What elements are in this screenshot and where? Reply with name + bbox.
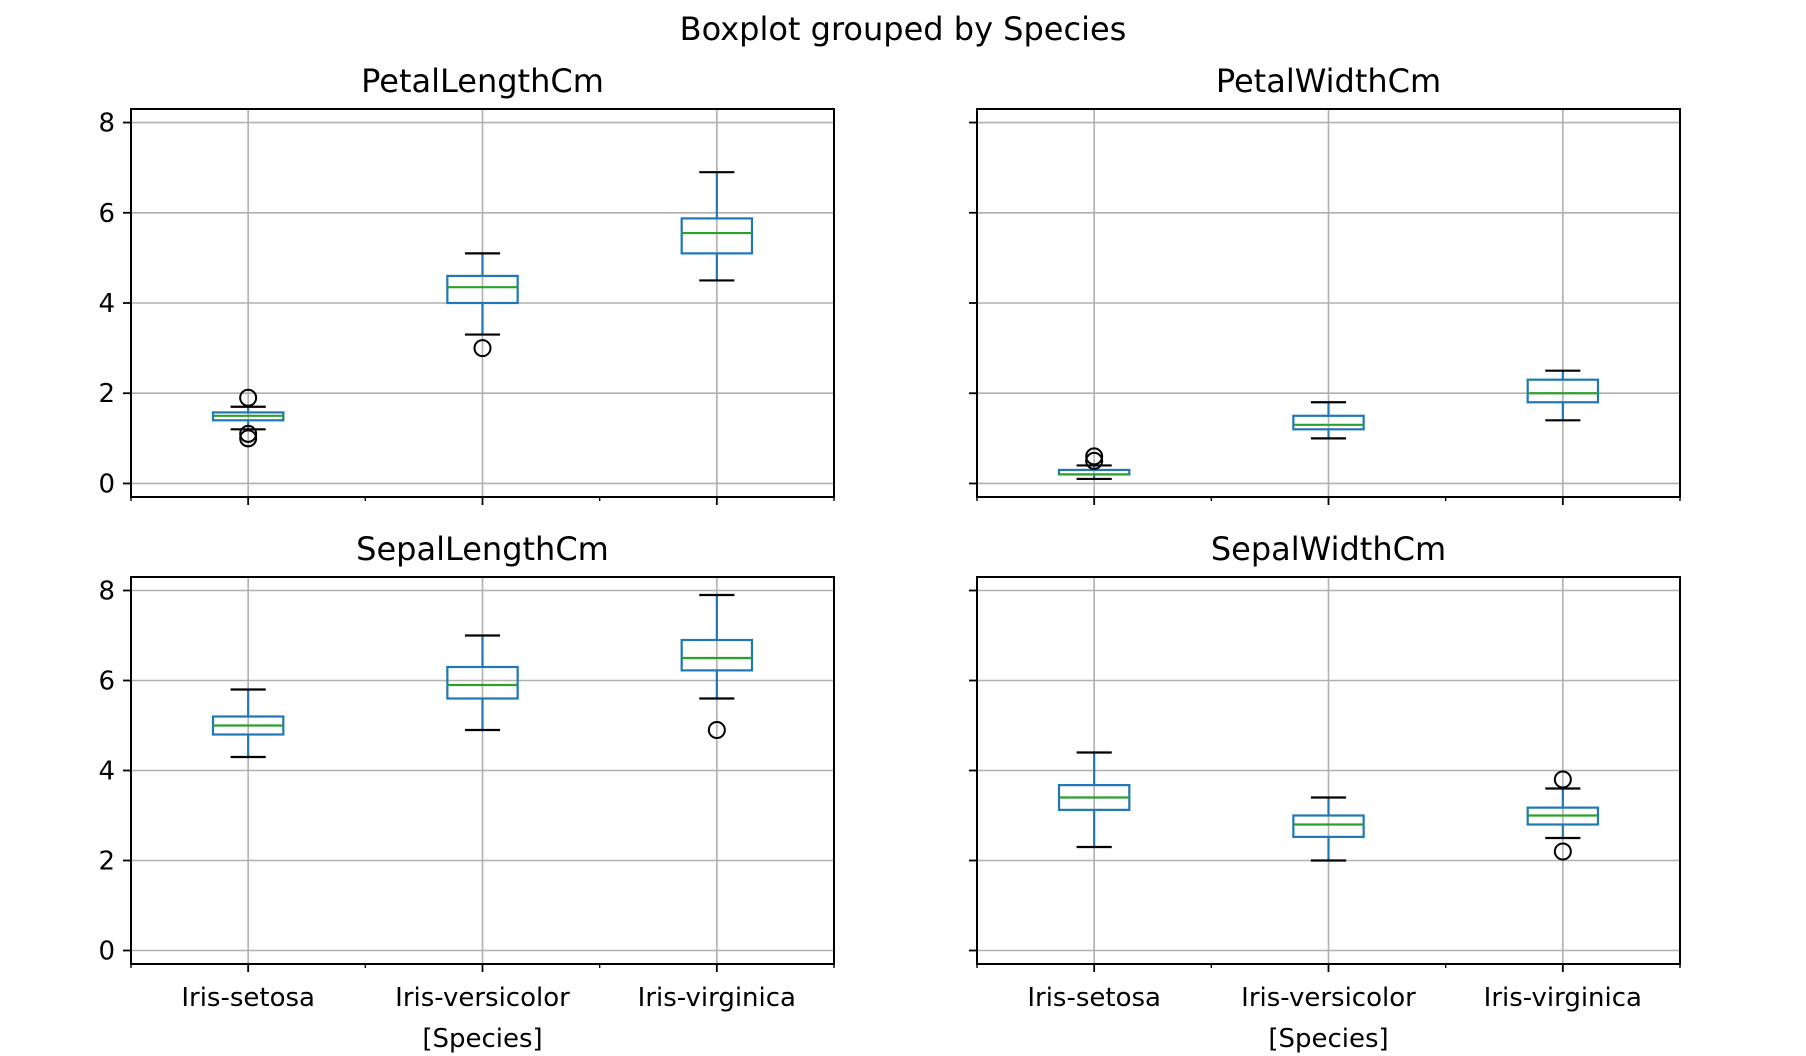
- outlier-point: [707, 721, 726, 739]
- y-tick-label: 0: [98, 937, 115, 967]
- outlier-point: [473, 339, 492, 358]
- outlier-point: [239, 424, 258, 443]
- y-tick-label: 4: [98, 289, 115, 319]
- outlier-point: [1085, 451, 1104, 470]
- y-tick-label: 8: [98, 109, 115, 139]
- box-iris-virginica: [1526, 369, 1600, 422]
- outlier-point: [239, 388, 258, 407]
- y-tick-label: 8: [98, 577, 115, 607]
- subplot-title: PetalWidthCm: [1216, 62, 1441, 100]
- subplot-title: PetalLengthCm: [361, 62, 604, 100]
- subplot-petallengthcm: 0 2 4 6 8 PetalLengthCm: [98, 62, 835, 505]
- box-iris-versicolor: [446, 252, 519, 358]
- subplot-sepallengthcm: 0 2 4 6 8 Iris-setosa Iris-versicolor Iris-virg…: [98, 530, 835, 1054]
- subplot-grid: 0 2 4 6 8 PetalLengthCm PetalWidthCm 0 2 4 6 8 Iris-…: [98, 62, 1681, 1054]
- figure-title: Boxplot grouped by Species: [680, 10, 1127, 48]
- outlier-point: [1553, 842, 1572, 861]
- x-tick-label: Iris-virginica: [1484, 983, 1642, 1013]
- outlier-point: [1085, 447, 1104, 466]
- y-tick-label: 0: [98, 469, 115, 499]
- iqr-box: [680, 217, 754, 255]
- x-tick-label: Iris-setosa: [1027, 983, 1161, 1013]
- y-tick-label: 6: [98, 199, 115, 229]
- iqr-box: [1526, 378, 1600, 404]
- iqr-box: [1292, 814, 1365, 838]
- x-tick-label: Iris-setosa: [181, 983, 315, 1013]
- iqr-box: [1292, 414, 1365, 431]
- x-tick-label: Iris-virginica: [638, 983, 796, 1013]
- outlier-point: [1553, 770, 1572, 789]
- x-tick-label: Iris-versicolor: [395, 983, 570, 1013]
- box-iris-virginica: [1526, 770, 1600, 861]
- outlier-point: [239, 429, 258, 448]
- subplot-title: SepalWidthCm: [1211, 530, 1446, 568]
- box-iris-versicolor: [1292, 796, 1365, 862]
- x-axis-label: [Species]: [422, 1024, 542, 1054]
- box-iris-setosa: [1057, 751, 1131, 849]
- subplot-petalwidthcm: PetalWidthCm: [969, 62, 1681, 505]
- x-axis-label: [Species]: [1268, 1024, 1388, 1054]
- iqr-box: [446, 274, 519, 305]
- box-iris-setosa: [1057, 447, 1131, 481]
- y-tick-label: 2: [98, 847, 115, 877]
- iqr-box: [680, 638, 754, 672]
- box-iris-virginica: [680, 171, 754, 282]
- box-iris-setosa: [211, 688, 285, 759]
- box-iris-versicolor: [446, 634, 519, 732]
- box-iris-setosa: [211, 388, 285, 448]
- y-tick-label: 6: [98, 667, 115, 697]
- x-tick-label: Iris-versicolor: [1241, 983, 1416, 1013]
- subplot-title: SepalLengthCm: [356, 530, 609, 568]
- iqr-box: [446, 665, 519, 700]
- box-iris-virginica: [680, 593, 754, 739]
- box-iris-versicolor: [1292, 401, 1365, 440]
- y-tick-label: 4: [98, 757, 115, 787]
- y-tick-label: 2: [98, 379, 115, 409]
- subplot-sepalwidthcm: Iris-setosa Iris-versicolor Iris-virginica…: [969, 530, 1681, 1054]
